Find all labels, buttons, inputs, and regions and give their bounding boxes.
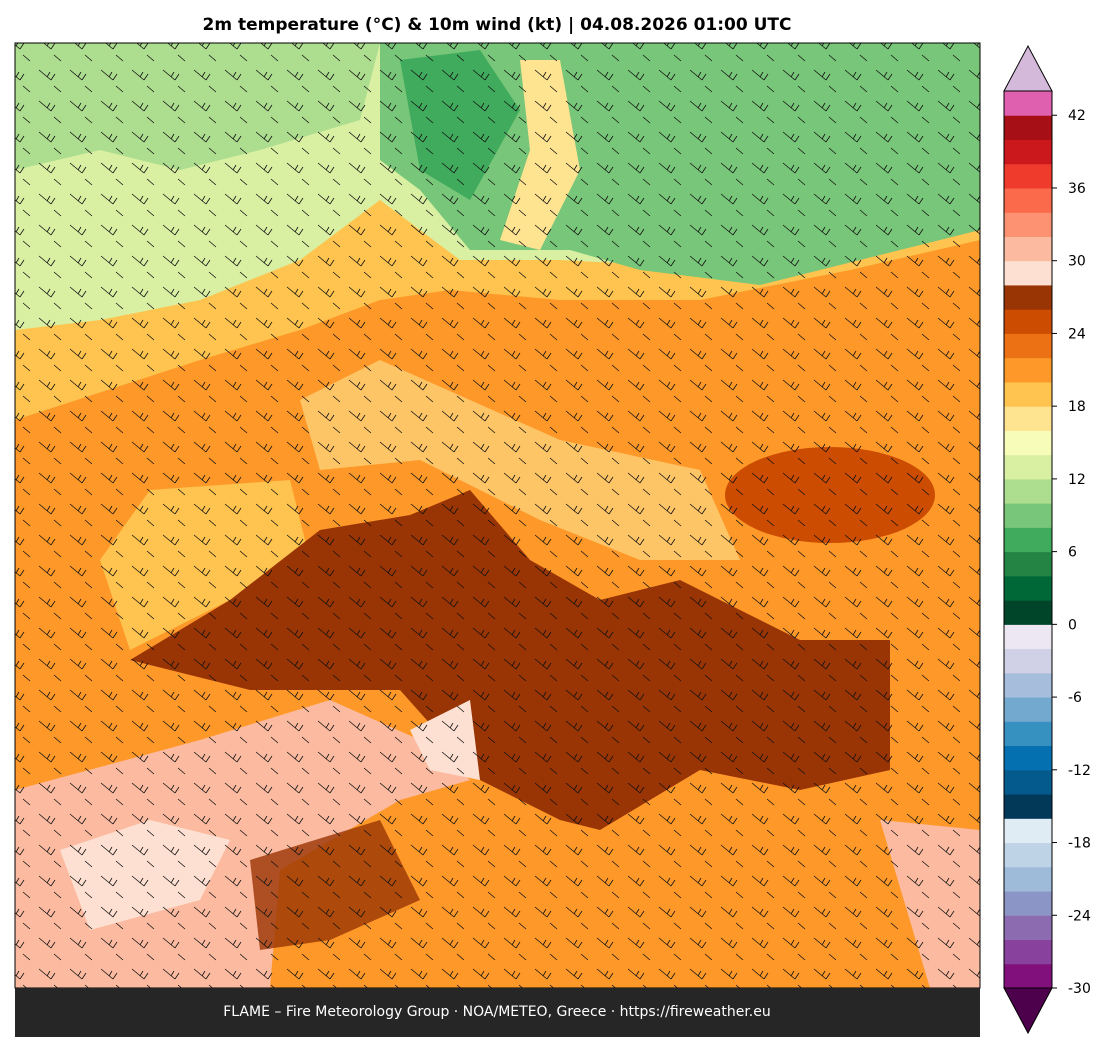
colorbar-band	[1004, 503, 1052, 528]
colorbar-tick-label: -6	[1068, 690, 1082, 706]
colorbar-tick-label: 24	[1068, 326, 1086, 342]
colorbar-band	[1004, 236, 1052, 262]
footer-text: FLAME – Fire Meteorology Group · NOA/MET…	[223, 1004, 771, 1020]
colorbar-band	[1004, 697, 1052, 722]
colorbar-tick-label: 42	[1068, 108, 1086, 124]
colorbar-tick-label: -30	[1068, 981, 1091, 997]
colorbar-tick-label: 0	[1068, 617, 1077, 633]
colorbar-tick-label: 18	[1068, 399, 1086, 415]
colorbar-band	[1004, 430, 1052, 456]
colorbar-band	[1004, 91, 1052, 116]
colorbar-band	[1004, 648, 1052, 674]
colorbar-over	[1003, 44, 1053, 92]
colorbar-band	[1004, 381, 1052, 407]
colorbar-band	[1004, 284, 1052, 310]
colorbar-band	[1004, 842, 1052, 868]
colorbar-under	[1003, 987, 1053, 1035]
colorbar-band	[1004, 551, 1052, 577]
colorbar-band	[1004, 212, 1052, 237]
colorbar-band	[1004, 115, 1052, 140]
colorbar-band	[1004, 187, 1052, 213]
map	[15, 43, 980, 988]
colorbar-band	[1004, 818, 1052, 844]
colorbar-band	[1004, 963, 1052, 989]
colorbar-band	[1004, 794, 1052, 819]
footer-bar	[15, 988, 980, 1037]
colorbar-band	[1004, 745, 1052, 771]
colorbar-tick-label: 30	[1068, 254, 1086, 270]
colorbar-tick-label: 6	[1068, 545, 1077, 561]
colorbar-band	[1004, 891, 1052, 916]
colorbar-band	[1004, 939, 1052, 965]
colorbar-band	[1004, 406, 1052, 431]
colorbar-band	[1004, 139, 1052, 165]
colorbar-tick-label: -24	[1068, 908, 1091, 924]
title: 2m temperature (°C) & 10m wind (kt) | 04…	[202, 15, 791, 35]
colorbar-band	[1004, 454, 1052, 480]
colorbar-tick-label: -12	[1068, 763, 1091, 779]
colorbar-band	[1004, 478, 1052, 504]
colorbar-band	[1004, 357, 1052, 383]
colorbar-tick-label: 36	[1068, 181, 1086, 197]
colorbar-band	[1004, 527, 1052, 553]
colorbar: -30 -24 -18 -12 -6 0 6 12 18 24 30 36 42	[1003, 44, 1091, 1035]
colorbar-band	[1004, 915, 1052, 941]
colorbar-band	[1004, 866, 1052, 892]
colorbar-band	[1004, 600, 1052, 625]
colorbar-tick-label: 12	[1068, 472, 1086, 488]
colorbar-outline	[1003, 91, 1053, 988]
colorbar-band	[1004, 575, 1052, 601]
colorbar-band	[1004, 769, 1052, 795]
colorbar-band	[1004, 672, 1052, 698]
colorbar-band	[1004, 624, 1052, 650]
colorbar-band	[1004, 333, 1052, 359]
colorbar-band	[1004, 309, 1052, 334]
colorbar-band	[1004, 163, 1052, 189]
colorbar-tick-label: -18	[1068, 836, 1091, 852]
colorbar-band	[1004, 260, 1052, 286]
colorbar-band	[1004, 721, 1052, 747]
